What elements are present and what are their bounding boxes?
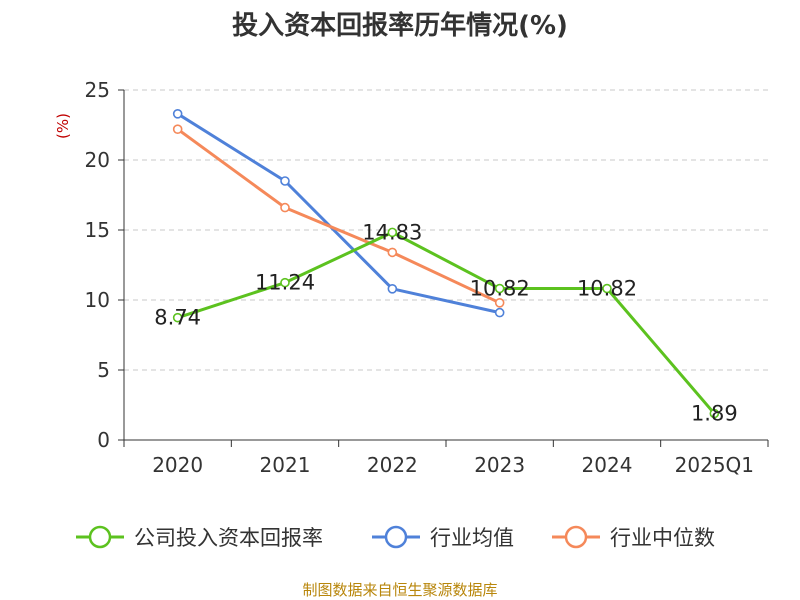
- legend-item-1[interactable]: 行业均值: [372, 525, 514, 550]
- x-tick-label: 2020: [152, 453, 203, 477]
- data-label-2020: 8.74: [154, 306, 201, 330]
- series-2-point-2021[interactable]: [280, 202, 290, 213]
- x-tick-label: 2023: [474, 453, 525, 477]
- series-2-point-2022[interactable]: [387, 247, 398, 258]
- series-line-0: [177, 230, 716, 415]
- series-2-point-2023[interactable]: [494, 297, 505, 308]
- series-line-2: [176, 127, 501, 305]
- data-label-2021: 11.24: [255, 271, 315, 295]
- y-axis-unit-label: (%): [54, 113, 72, 139]
- series-0-point-2025Q1[interactable]: [709, 408, 720, 419]
- legend-swatch-marker: [88, 525, 112, 549]
- series-line-1: [176, 112, 500, 315]
- series-0-point-2022[interactable]: [387, 227, 398, 238]
- y-tick-label: 20: [85, 148, 110, 172]
- x-tick-label: 2021: [260, 453, 311, 477]
- y-tick-label: 0: [97, 428, 110, 452]
- series-1-point-2021[interactable]: [280, 176, 290, 186]
- data-label-2024: 10.82: [577, 277, 637, 301]
- series-0-point-2021[interactable]: [280, 277, 290, 288]
- legend[interactable]: 公司投入资本回报率 行业均值 行业中位数: [76, 525, 715, 550]
- data-labels: 8.74 11.24 14.83 10.82 10.82 1.89: [154, 220, 737, 425]
- series-1-point-2020[interactable]: [172, 109, 183, 119]
- data-label-2022: 14.83: [362, 220, 422, 244]
- legend-label: 行业中位数: [610, 526, 715, 550]
- x-tick-label: 2024: [582, 453, 633, 477]
- y-tick-label: 15: [85, 218, 110, 242]
- legend-label: 公司投入资本回报率: [134, 526, 323, 550]
- y-tick-label: 25: [85, 78, 110, 102]
- chart-title: 投入资本回报率历年情况(%): [232, 10, 568, 41]
- grid-lines: [124, 89, 768, 371]
- series-1-point-2023[interactable]: [494, 307, 505, 318]
- y-tick-label: 10: [85, 288, 110, 312]
- legend-item-2[interactable]: 行业中位数: [552, 525, 715, 550]
- series-0-point-2020[interactable]: [172, 312, 183, 323]
- x-tick-label: 2022: [367, 453, 418, 477]
- legend-swatch-marker: [564, 525, 588, 549]
- series-2-point-2020[interactable]: [172, 124, 183, 134]
- legend-item-0[interactable]: 公司投入资本回报率: [76, 525, 323, 550]
- source-note: 制图数据来自恒生聚源数据库: [302, 581, 497, 599]
- data-label-2023: 10.82: [470, 277, 530, 301]
- legend-label: 行业均值: [430, 526, 514, 550]
- y-tick-label: 5: [97, 358, 110, 382]
- legend-swatch-marker: [384, 525, 408, 549]
- series-0-point-2024[interactable]: [602, 283, 612, 294]
- series-1-point-2022[interactable]: [387, 283, 398, 294]
- series-lines: [172, 109, 720, 419]
- axes: 0 5 10 15 20 25 2020 2021 2022 2023 2024 2025Q1: [85, 78, 769, 477]
- series-0-point-2023[interactable]: [494, 283, 505, 294]
- data-label-2025Q1: 1.89: [691, 402, 738, 426]
- x-tick-label: 2025Q1: [675, 453, 754, 477]
